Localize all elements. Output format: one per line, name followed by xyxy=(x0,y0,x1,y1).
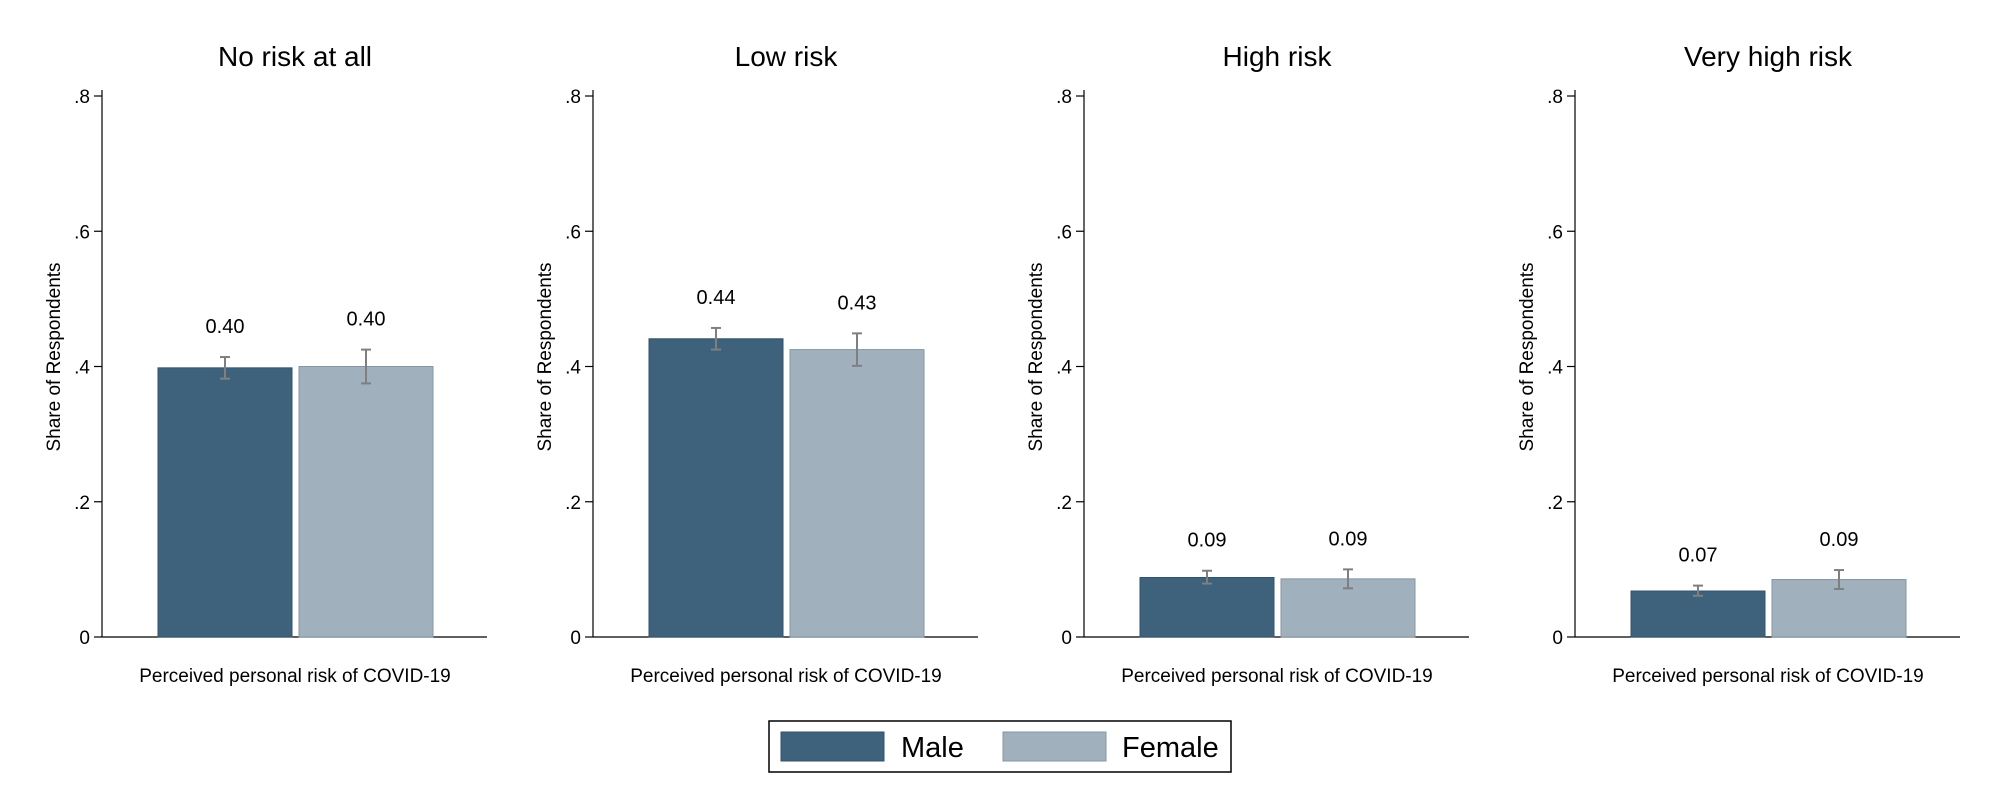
bar-male xyxy=(1139,576,1275,638)
y-tick-label: .4 xyxy=(1547,358,1563,379)
error-bar-female xyxy=(1834,569,1844,590)
value-label-female: 0.40 xyxy=(347,309,386,331)
y-tick-label: .8 xyxy=(1547,87,1563,108)
y-axis-title: Share of Respondents xyxy=(1026,262,1047,451)
panel-1: No risk at all 0 .2 .4 .6 .8 Share of Responde… xyxy=(44,41,487,687)
bar-male xyxy=(1630,590,1766,638)
error-bar-female xyxy=(852,332,862,367)
error-bar-male xyxy=(1202,569,1212,585)
legend-swatch-female xyxy=(1002,731,1107,762)
y-tick-label: .6 xyxy=(565,222,581,243)
y-tick-label: .4 xyxy=(74,358,90,379)
x-axis-title: Perceived personal risk of COVID-19 xyxy=(139,666,451,687)
y-tick-label: 0 xyxy=(570,628,581,649)
y-tick-label: .2 xyxy=(1056,493,1072,514)
y-axis-title: Share of Respondents xyxy=(535,262,556,451)
value-label-male: 0.44 xyxy=(697,287,736,309)
value-label-female: 0.09 xyxy=(1820,529,1859,551)
bar-male xyxy=(157,367,293,638)
legend-swatch-male xyxy=(780,731,885,762)
panel-2: Low risk 0 .2 .4 .6 .8 Share of Respondents Per… xyxy=(535,41,978,687)
panel-title: Very high risk xyxy=(1684,41,1853,72)
value-label-female: 0.43 xyxy=(838,292,877,314)
y-tick-label: 0 xyxy=(1061,628,1072,649)
legend-label-female: Female xyxy=(1122,732,1219,764)
panel-4: Very high risk 0 .2 .4 .6 .8 Share of Responde… xyxy=(1517,41,1960,687)
y-tick-label: .8 xyxy=(74,87,90,108)
x-axis-title: Perceived personal risk of COVID-19 xyxy=(630,666,942,687)
y-tick-label: 0 xyxy=(79,628,90,649)
x-axis-title: Perceived personal risk of COVID-19 xyxy=(1612,666,1924,687)
bar-female xyxy=(789,349,925,638)
y-axis-title: Share of Respondents xyxy=(44,262,65,451)
y-tick-label: 0 xyxy=(1552,628,1563,649)
value-label-female: 0.09 xyxy=(1329,528,1368,550)
value-label-male: 0.07 xyxy=(1679,545,1718,567)
y-axis-title: Share of Respondents xyxy=(1517,262,1538,451)
legend-label-male: Male xyxy=(901,732,964,764)
y-tick-label: .6 xyxy=(74,222,90,243)
panel-title: Low risk xyxy=(735,41,839,72)
error-bar-male xyxy=(220,356,230,380)
y-tick-label: .6 xyxy=(1547,222,1563,243)
y-tick-label: .6 xyxy=(1056,222,1072,243)
y-tick-label: .2 xyxy=(1547,493,1563,514)
y-tick-label: .4 xyxy=(1056,358,1072,379)
y-tick-label: .8 xyxy=(1056,87,1072,108)
value-label-male: 0.09 xyxy=(1188,530,1227,552)
error-bar-female xyxy=(361,348,371,385)
panel-title: High risk xyxy=(1223,41,1333,72)
error-bar-female xyxy=(1343,568,1353,590)
legend: Male Female xyxy=(768,720,1232,773)
bar-male xyxy=(648,338,784,638)
bar-female xyxy=(298,366,434,638)
y-tick-label: .2 xyxy=(565,493,581,514)
y-tick-label: .4 xyxy=(565,358,581,379)
y-tick-label: .2 xyxy=(74,493,90,514)
panel-3: High risk 0 .2 .4 .6 .8 Share of Respondents Pe… xyxy=(1026,41,1469,687)
y-tick-label: .8 xyxy=(565,87,581,108)
error-bar-male xyxy=(711,326,721,351)
error-bar-male xyxy=(1693,584,1703,597)
x-axis-title: Perceived personal risk of COVID-19 xyxy=(1121,666,1433,687)
value-label-male: 0.40 xyxy=(206,316,245,338)
panel-title: No risk at all xyxy=(218,41,372,72)
